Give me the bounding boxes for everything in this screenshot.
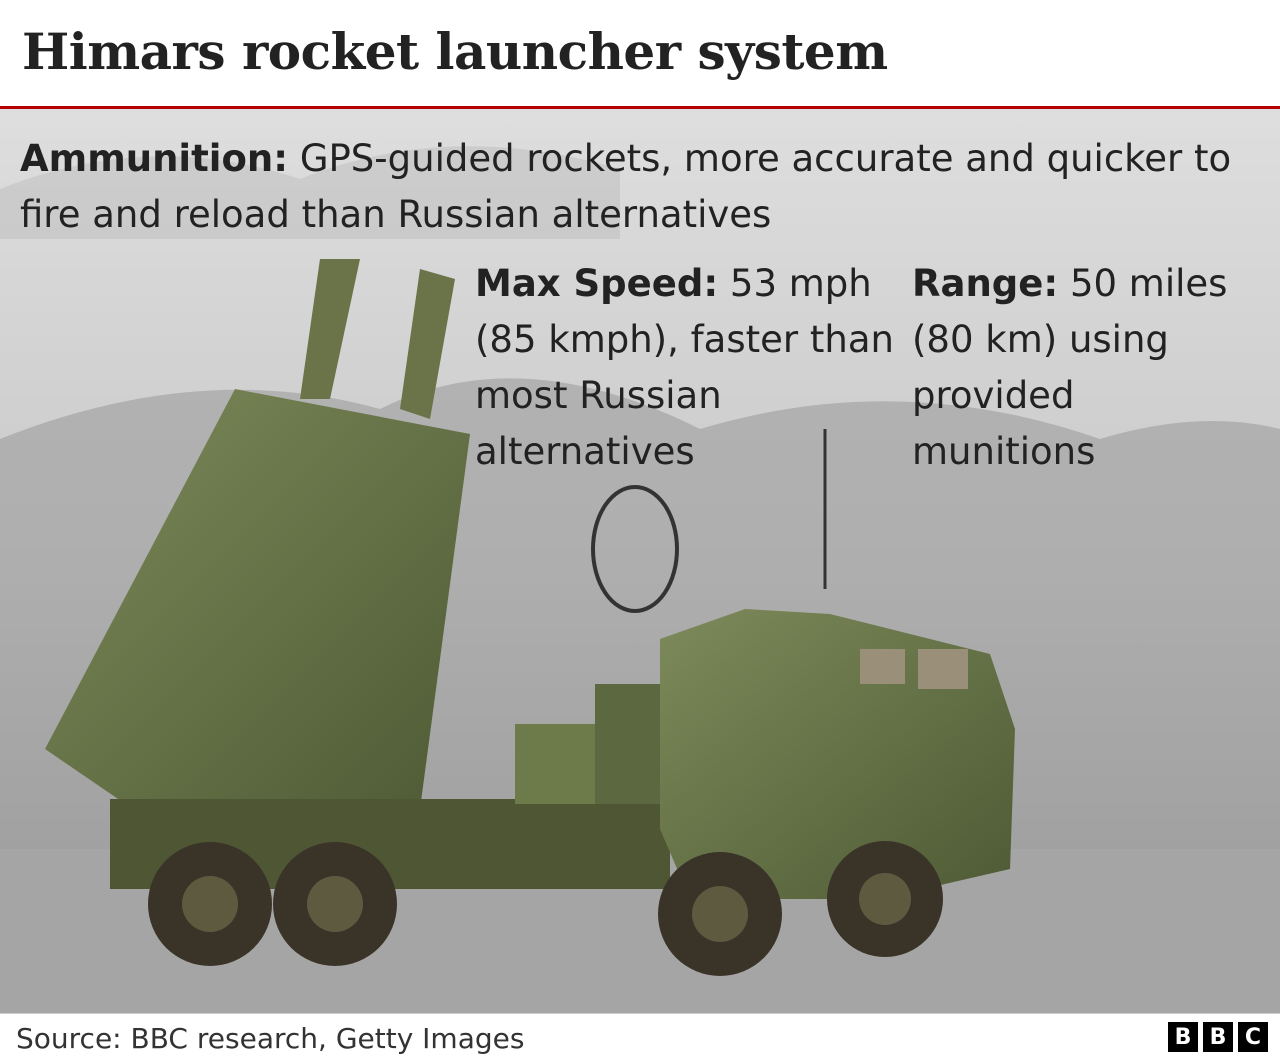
range-note: Range: 50 miles (80 km) using provided m…	[912, 256, 1262, 480]
speed-note: Max Speed: 53 mph (85 kmph), faster than…	[475, 256, 900, 480]
logo-letter: C	[1238, 1022, 1268, 1052]
ammunition-note: Ammunition: GPS-guided rockets, more acc…	[20, 131, 1270, 243]
footer: Source: BBC research, Getty Images B B C	[0, 1013, 1280, 1061]
source: Source: BBC research, Getty Images	[16, 1022, 525, 1055]
title: Himars rocket launcher system	[22, 22, 888, 81]
note-label: Range:	[912, 262, 1059, 305]
note-text: 50 miles (80 km) using provided munition…	[912, 262, 1228, 473]
note-text: 53 mph (85 kmph), faster than most Russi…	[475, 262, 894, 473]
note-text: GPS-guided rockets, more accurate and qu…	[20, 137, 1232, 236]
note-label: Ammunition:	[20, 137, 289, 180]
logo: B B C	[1168, 1022, 1268, 1052]
title-rule	[0, 106, 1280, 109]
photo	[0, 109, 1280, 1013]
logo-letter: B	[1168, 1022, 1198, 1052]
note-label: Max Speed:	[475, 262, 719, 305]
logo-letter: B	[1203, 1022, 1233, 1052]
